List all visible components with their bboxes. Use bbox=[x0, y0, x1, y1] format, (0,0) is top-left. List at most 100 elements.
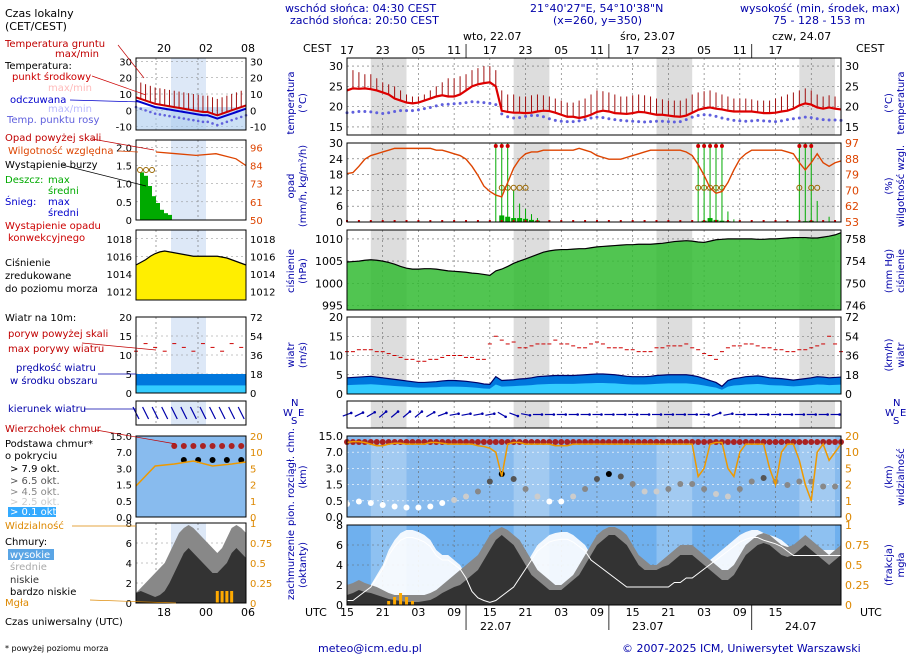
dew-point bbox=[797, 116, 801, 120]
dew-point bbox=[702, 113, 706, 117]
conv-marker bbox=[762, 220, 765, 222]
legend-temp-felt-area bbox=[136, 107, 246, 130]
dew-point bbox=[559, 119, 563, 123]
night-band-dir-2 bbox=[656, 401, 693, 428]
dew-point bbox=[827, 118, 831, 122]
wind-dir-arrowhead bbox=[623, 413, 627, 416]
date-label-2: śro, 23.07 bbox=[620, 30, 675, 43]
legend-ytick-left: 2 bbox=[126, 579, 132, 590]
conv-marker bbox=[643, 220, 646, 222]
dew-point bbox=[768, 119, 772, 123]
legend-temperature: Temperatura gruntu max/min Temperatura: … bbox=[4, 39, 105, 126]
legend-cloud-top-dot bbox=[180, 443, 187, 449]
legend-rain-bar bbox=[164, 213, 168, 220]
bottom-hour-tick: 03 bbox=[411, 606, 425, 619]
fog-bar bbox=[399, 593, 403, 605]
night-band-cloud-2 bbox=[656, 436, 693, 517]
legend-ytick-right: 0.75 bbox=[250, 539, 272, 550]
legend-cloud-79: > 7.9 okt. bbox=[10, 464, 60, 475]
legend-dew-point bbox=[220, 122, 224, 125]
wind-dir-arrowhead bbox=[516, 414, 520, 418]
ylabel-fog-unit: (frakcja) bbox=[884, 544, 895, 586]
legend-fog: Mgła bbox=[5, 598, 29, 609]
dew-point bbox=[363, 109, 367, 113]
conv-marker bbox=[786, 220, 789, 222]
legend-wind-gust: max porywy wiatru bbox=[8, 344, 104, 355]
legend-dew-point bbox=[196, 119, 200, 123]
legend-ytick-right: 72 bbox=[250, 313, 263, 324]
wind-dir-arrow bbox=[414, 411, 423, 418]
footer-email[interactable]: meteo@icm.edu.pl bbox=[318, 642, 422, 655]
legend-rain-bar bbox=[140, 172, 144, 220]
conv-marker bbox=[512, 220, 515, 222]
panel-border-precip bbox=[346, 142, 842, 223]
wind-dir-arrow bbox=[378, 411, 387, 418]
legend-ytick-right: 0.25 bbox=[250, 579, 272, 590]
legend-wind: Wiatr na 10m: poryw powyżej skali max po… bbox=[5, 313, 108, 415]
ytick-right-precip: 62 bbox=[845, 200, 859, 213]
legend-cloud-top-dot bbox=[219, 443, 226, 449]
top-hour-tick: 17 bbox=[769, 44, 783, 57]
cloud-base-dot bbox=[474, 488, 481, 495]
legend-dew-point bbox=[158, 113, 162, 116]
legend-cloud-01: > 0.1 okt. bbox=[10, 507, 60, 518]
legend-dew-point bbox=[235, 117, 238, 120]
legend-wind-dir-arrow bbox=[189, 406, 197, 420]
legend-clouds-high: wysokie bbox=[10, 550, 50, 561]
legend-pressure-area bbox=[136, 251, 246, 300]
rain-over-marker bbox=[708, 144, 713, 148]
dew-point bbox=[625, 119, 629, 123]
ytick-left-cloud: 7.0 bbox=[326, 446, 344, 459]
legend-cloud-tick: 15.0 bbox=[110, 432, 132, 443]
legend-dew-point bbox=[187, 118, 190, 121]
ytick-right-precip: 88 bbox=[845, 153, 859, 166]
dew-point bbox=[631, 119, 635, 123]
ytick-right-precip: 70 bbox=[845, 184, 859, 197]
ylabel-cloud: pion. rozciągł. chm. bbox=[286, 428, 297, 526]
wind-dir-arrowhead bbox=[731, 412, 734, 416]
cloud-top-dot bbox=[724, 439, 731, 445]
legend-storm-marker bbox=[143, 167, 149, 173]
cloud-base-dot bbox=[784, 482, 791, 488]
dew-point bbox=[476, 100, 480, 104]
ylabel-press-r-unit: (mm Hg) bbox=[884, 249, 895, 293]
ytick-right-cover: 0.25 bbox=[845, 579, 870, 592]
legend-top-tick: 08 bbox=[241, 42, 255, 55]
cloud-base-dot bbox=[713, 491, 720, 497]
conv-marker bbox=[595, 220, 598, 222]
legend-wind-dir-arrow bbox=[161, 406, 169, 420]
ytick-right-temp: 15 bbox=[845, 121, 859, 134]
dew-point bbox=[458, 101, 462, 105]
legend-ytick-left: 10 bbox=[119, 351, 132, 362]
wind-dir-arrowhead bbox=[814, 413, 818, 416]
ytick-right-precip: 79 bbox=[845, 169, 859, 182]
date-label-1: wto, 22.07 bbox=[463, 30, 522, 43]
legend-ytick-left: 0 bbox=[126, 599, 132, 610]
legend-vis-tick: 2 bbox=[250, 481, 256, 492]
legend-dew-point bbox=[216, 123, 219, 127]
cloud-top-dot bbox=[379, 439, 386, 445]
conv-marker bbox=[655, 220, 658, 222]
legend-ytick-right: 54 bbox=[250, 332, 263, 343]
legend-connector bbox=[117, 150, 139, 153]
legend-snow: Śnieg: bbox=[5, 195, 36, 208]
cloud-top-dot bbox=[820, 439, 827, 445]
dew-point bbox=[375, 111, 379, 115]
wind-dir-arrow bbox=[711, 412, 721, 417]
wind-dir-arrowhead bbox=[552, 413, 556, 416]
rose-n-right: N bbox=[893, 398, 900, 409]
dew-point bbox=[708, 113, 712, 117]
local-time-label: Czas lokalny bbox=[5, 7, 74, 20]
legend-ytick-left: 1.0 bbox=[116, 180, 132, 191]
legend-top-tick: 20 bbox=[157, 42, 171, 55]
dew-point bbox=[660, 119, 664, 123]
rose-n-left: N bbox=[291, 398, 298, 409]
dew-point bbox=[654, 119, 658, 123]
legend-snow-mean: średni bbox=[48, 207, 79, 219]
ytick-left-cover: 6 bbox=[336, 539, 343, 552]
ytick-right-vis: 0 bbox=[845, 511, 852, 524]
cloud-top-dot bbox=[480, 439, 487, 445]
legend-ytick-left: 1016 bbox=[107, 252, 132, 263]
